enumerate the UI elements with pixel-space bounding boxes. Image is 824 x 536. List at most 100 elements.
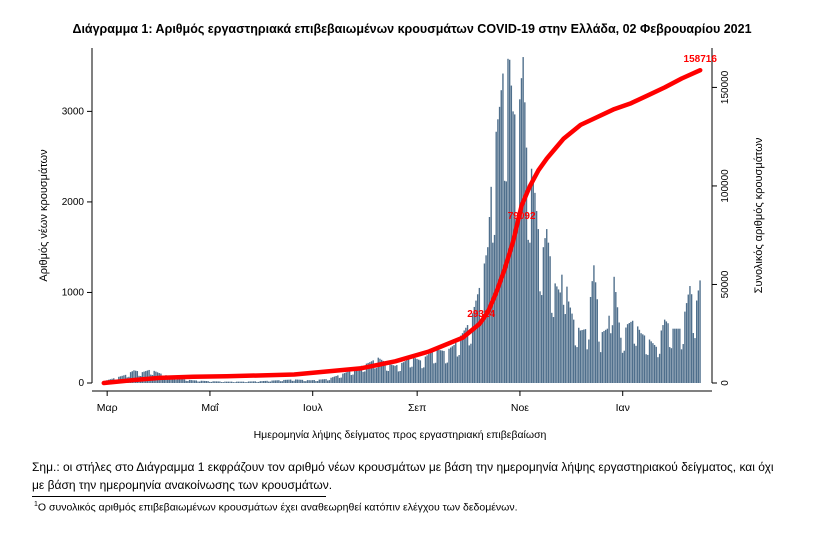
bar	[394, 365, 396, 383]
bar	[370, 361, 373, 383]
bar	[441, 350, 443, 383]
bar	[365, 363, 368, 383]
bar	[694, 338, 696, 383]
note-line-1: Σημ.: οι στήλες στο Διάγραμμα 1 εκφράζου…	[32, 460, 774, 474]
bar	[360, 365, 363, 383]
bar	[524, 102, 526, 383]
bar	[242, 381, 245, 383]
bar	[638, 329, 641, 383]
bar	[311, 380, 314, 383]
bar	[402, 362, 405, 383]
bar	[337, 375, 339, 383]
bar	[482, 313, 484, 383]
bar	[291, 380, 294, 383]
bar	[396, 365, 398, 383]
bar	[539, 291, 541, 383]
bar	[423, 367, 425, 383]
bar	[249, 381, 251, 383]
bar	[296, 379, 299, 383]
bar	[219, 381, 221, 383]
bar	[692, 333, 695, 383]
bar	[192, 380, 194, 383]
bar	[387, 370, 390, 383]
bar	[689, 286, 691, 383]
bar	[446, 362, 449, 383]
bar	[559, 292, 561, 383]
bar	[498, 106, 501, 383]
bar	[579, 330, 582, 383]
bar	[421, 368, 423, 383]
footnote: 1Ο συνολικός αριθμός επιβεβαιωμένων κρου…	[34, 501, 518, 514]
bar	[198, 381, 201, 383]
bar	[637, 326, 639, 383]
bar	[476, 294, 479, 383]
x-tick-label: Μαρ	[97, 402, 118, 414]
bar	[286, 379, 288, 383]
x-tick-label: Ιαν	[616, 402, 630, 414]
bar	[650, 341, 652, 383]
bar	[352, 374, 354, 383]
bar	[429, 353, 432, 383]
bar	[416, 358, 418, 383]
bar	[209, 381, 211, 383]
bar	[460, 335, 462, 383]
bar	[303, 381, 305, 383]
bar	[251, 381, 253, 383]
y-tick-label: 0	[78, 378, 84, 389]
bar	[483, 263, 486, 383]
bar	[263, 381, 265, 383]
bar	[424, 356, 427, 383]
bar	[451, 346, 454, 383]
bar	[161, 377, 164, 383]
bar	[630, 321, 632, 383]
bar	[598, 341, 600, 383]
bar	[411, 366, 413, 383]
bar	[448, 348, 450, 383]
bar	[557, 289, 560, 383]
bar	[618, 322, 620, 383]
bar	[332, 377, 334, 383]
bar	[697, 290, 700, 383]
bar	[241, 381, 243, 383]
bar	[276, 380, 278, 383]
bar	[338, 377, 341, 383]
bar	[247, 381, 250, 383]
bar	[578, 327, 580, 383]
annotation-label: 79092	[508, 211, 536, 222]
bar	[284, 379, 287, 383]
bar	[310, 380, 312, 383]
bar	[289, 379, 292, 383]
bar	[283, 379, 285, 383]
bar	[660, 330, 662, 383]
bar	[581, 330, 583, 383]
bar	[197, 381, 199, 383]
bar	[456, 356, 459, 383]
bar	[301, 379, 304, 383]
bar	[389, 364, 391, 383]
bar	[205, 381, 208, 383]
bar	[672, 328, 674, 383]
x-tick-label: Μαΐ	[201, 402, 219, 414]
bar	[298, 379, 300, 383]
bar	[695, 300, 698, 383]
bar	[148, 369, 150, 383]
bar	[561, 274, 563, 383]
y-tick-label: 1000	[62, 287, 85, 298]
bar	[295, 379, 297, 383]
bar	[505, 181, 507, 383]
bar	[480, 319, 482, 383]
bar	[677, 328, 679, 383]
bar	[374, 368, 376, 383]
bar	[616, 307, 619, 383]
bar	[608, 315, 610, 383]
bar	[658, 353, 661, 383]
bar	[438, 349, 440, 383]
bar	[259, 381, 262, 383]
bar	[615, 292, 617, 383]
bar	[663, 319, 666, 383]
bar	[517, 220, 519, 383]
bar	[257, 381, 260, 383]
bar	[576, 347, 578, 383]
bar	[414, 358, 417, 383]
chart-title: Διάγραμμα 1: Αριθμός εργαστηριακά επιβεβ…	[72, 22, 752, 36]
